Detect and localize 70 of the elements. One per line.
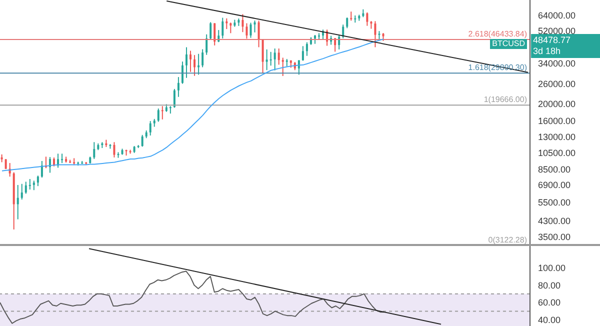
candlestick [24,181,27,194]
candlestick [350,11,352,22]
candlestick [302,46,304,62]
y-tick-label: 64000.00 [538,10,576,20]
line-series [0,270,385,324]
ref-line-label: 0(3122.28) [488,235,528,244]
y-tick-label: 16000.00 [538,116,576,126]
candlestick [346,17,348,29]
candlestick [306,42,308,56]
candlestick [266,48,268,71]
candlestick [28,178,31,190]
y-tick-label: 26000.00 [538,78,576,89]
candlestick [61,153,64,164]
candlestick [16,184,19,220]
candlestick [40,160,43,178]
candlestick [254,20,256,33]
candlestick [113,142,116,158]
candlestick [141,134,144,148]
candlestick [262,38,264,74]
candlestick [214,22,216,46]
candlestick [149,120,152,136]
y-tick-label: 20000.00 [538,99,576,109]
candlestick [278,48,280,66]
candlestick [366,12,368,26]
y-tick-label: 52000.00 [538,26,576,36]
candlestick [206,34,208,56]
candlestick [210,22,212,40]
candlestick [36,175,39,187]
candlestick [157,108,160,122]
candlestick [194,54,196,76]
y-tick-label: 5500.00 [538,197,571,208]
y-tick-label: 3500.00 [538,232,571,242]
candlestick [20,183,23,200]
candlestick [270,51,272,66]
candlestick [32,180,35,191]
candlestick [246,22,248,40]
candlestick [342,24,344,39]
y-tick-label: 100.00 [538,262,566,273]
candlestick [202,48,204,68]
y-tick-label: 80.00 [538,280,561,290]
candlestick [226,18,228,30]
candlestick [93,142,96,160]
candlestick [258,20,260,48]
text: 3d 18h [533,46,562,58]
y-tick-label: 34000.00 [538,58,576,69]
y-tick-label: 40.00 [538,315,561,326]
y-tick-label: 4300.00 [538,216,571,226]
text: 48478.77 [533,35,572,46]
ref-line-label: 2.618(46433.84) [468,30,528,39]
candlestick [374,20,376,48]
candlestick [250,22,252,38]
candlestick [177,76,180,98]
y-tick-label: 10500.00 [538,148,576,158]
candlestick [161,106,164,120]
y-tick-label: 13000.00 [538,132,576,142]
candlestick [242,14,244,33]
candlestick [274,48,276,71]
ref-line-label: 1(19666.00) [484,95,528,104]
candlestick [222,17,224,39]
y-tick-label: 60.00 [538,298,561,308]
annotation: BTCUSD [490,39,527,50]
y-tick-label: 6900.00 [538,180,571,190]
candlestick [173,88,176,108]
candlestick [117,152,120,158]
candlestick [186,46,188,78]
candlestick [190,50,192,72]
candlestick [181,61,184,84]
candlestick [282,57,284,76]
y-tick-label: 8500.00 [538,164,571,174]
candlestick [338,34,340,50]
